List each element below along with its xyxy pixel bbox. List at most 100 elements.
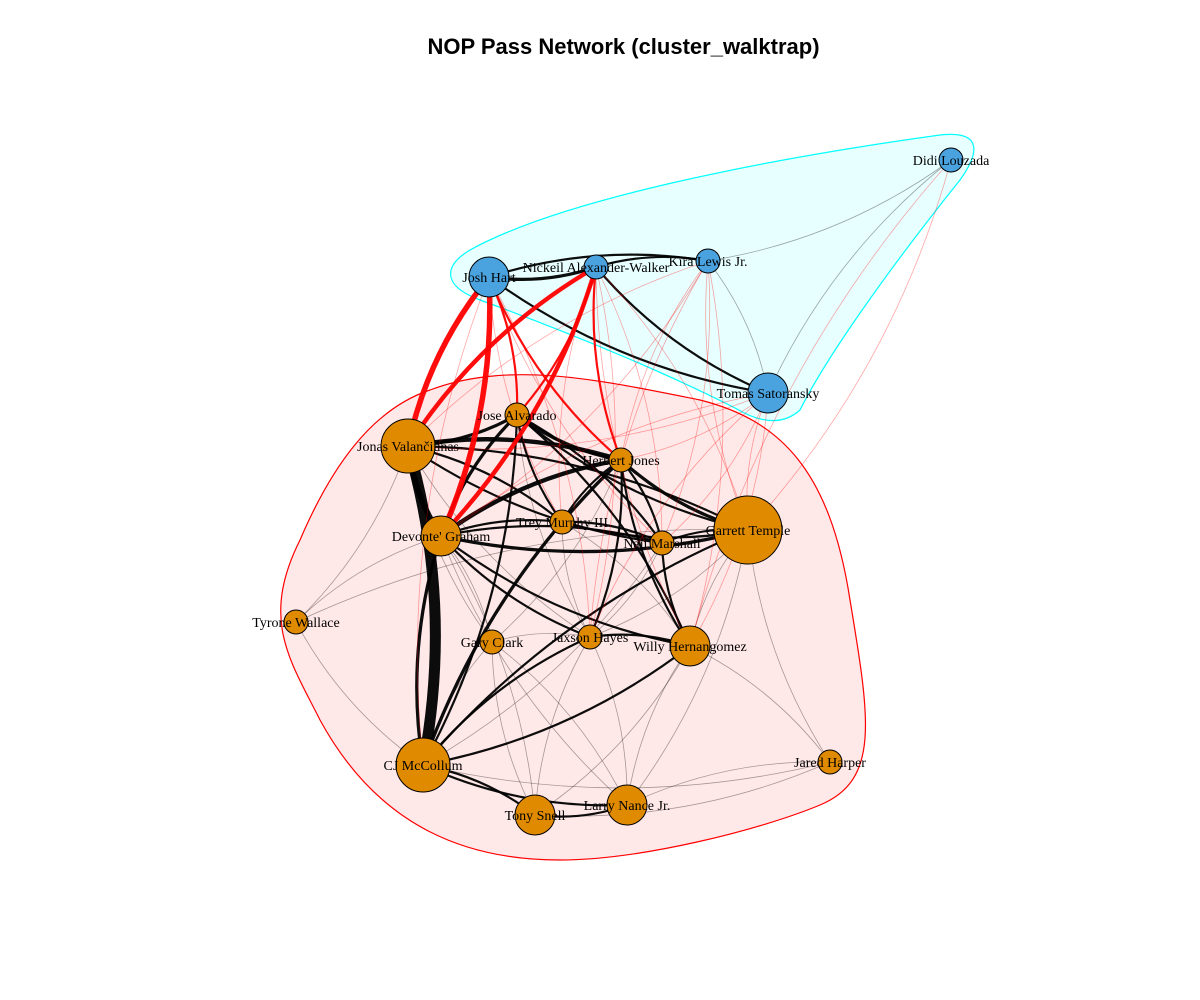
edge-josh-jaxson	[488, 276, 591, 638]
node-label-cj: CJ McCollum	[384, 759, 463, 774]
edge-tyrone-garrett	[295, 528, 749, 623]
edge-tomas-didi	[767, 159, 952, 394]
edge-nickeil-herb	[592, 266, 623, 461]
edge-didi-willy	[689, 159, 952, 647]
edge-kira-garrett	[705, 260, 749, 531]
edge-kira-willy	[689, 260, 724, 647]
node-cj	[395, 737, 451, 793]
node-label-trey: Trey Murphy III	[516, 516, 608, 531]
node-herb	[608, 447, 634, 473]
edge-tomas-devonte	[440, 392, 769, 537]
cluster-2-hull	[450, 133, 975, 422]
node-label-herb: Herbert Jones	[582, 454, 659, 469]
edge-tony-jared	[534, 761, 831, 817]
edge-devonte-willy	[440, 535, 691, 648]
edge-gary-larry	[491, 641, 628, 806]
edge-kira-jaxson	[589, 260, 709, 638]
edge-naji-jaxson	[589, 542, 663, 638]
node-garrett	[713, 495, 783, 565]
edge-nickeil-trey	[558, 266, 597, 523]
edge-kira-jonas	[407, 260, 709, 447]
edge-tomas-jaxson	[589, 392, 769, 638]
node-label-willy: Willy Hernangomez	[633, 640, 746, 655]
edge-devonte-larry	[440, 535, 628, 806]
edge-jaxson-tony	[534, 636, 591, 816]
edge-josh-devonte	[438, 276, 493, 538]
node-label-jonas: Jonas Valančiūnas	[357, 440, 459, 455]
node-label-jared: Jared Harper	[794, 756, 866, 771]
node-gary	[479, 629, 505, 655]
edge-herb-jaxson	[588, 459, 623, 638]
edge-devonte-cj	[415, 535, 443, 766]
edge-herb-gary	[491, 459, 622, 643]
edge-kira-herb	[620, 260, 709, 461]
edge-gary-tony	[491, 641, 536, 816]
edge-nickeil-tomas	[595, 266, 769, 395]
node-tomas	[747, 372, 789, 414]
edge-nickeil-naji	[595, 266, 663, 544]
edge-devonte-tony	[440, 535, 536, 816]
node-label-nickeil: Nickeil Alexander-Walker	[523, 261, 670, 276]
node-larry	[606, 784, 648, 826]
node-jaxson	[577, 624, 603, 650]
edge-cj-garrett	[422, 528, 749, 766]
edge-cj-willy	[422, 645, 691, 767]
node-label-josh: Josh Hart	[462, 271, 515, 286]
node-tyrone	[283, 609, 309, 635]
node-trey	[549, 509, 575, 535]
edge-jaxson-larry	[589, 636, 628, 806]
node-label-garrett: Garrett Temple	[706, 524, 791, 539]
edge-cj-jose	[422, 414, 519, 766]
edge-trey-jaxson	[561, 521, 591, 638]
node-jared	[817, 749, 843, 775]
node-nickeil	[583, 254, 609, 280]
edge-kira-didi	[707, 159, 952, 262]
edge-willy-larry	[626, 645, 691, 806]
edge-nickeil-garrett	[595, 266, 749, 531]
edge-herb-willy	[619, 459, 691, 647]
edge-devonte-herb	[439, 457, 622, 538]
edge-jose-jaxson	[516, 414, 591, 638]
node-label-didi: Didi Louzada	[913, 154, 990, 169]
edge-trey-willy	[561, 521, 691, 647]
node-kira	[695, 248, 721, 274]
edge-willy-jared	[689, 645, 831, 763]
node-naji	[649, 530, 675, 556]
edge-josh-trey	[488, 276, 563, 523]
edge-cj-herb	[421, 458, 623, 766]
edge-jose-trey	[515, 414, 563, 523]
node-label-larry: Larry Nance Jr.	[584, 799, 671, 814]
node-label-gary: Gary Clark	[461, 636, 524, 651]
edge-josh-cj	[417, 276, 490, 766]
node-devonte	[420, 515, 462, 557]
node-label-tyrone: Tyrone Wallace	[252, 616, 339, 631]
node-willy	[669, 625, 711, 667]
node-label-tomas: Tomas Satoransky	[717, 387, 820, 402]
node-label-devonte: Devonte' Graham	[392, 530, 491, 545]
node-label-tony: Tony Snell	[505, 809, 566, 824]
edge-kira-devonte	[440, 260, 709, 537]
edge-josh-naji	[488, 276, 663, 544]
edge-larry-jared	[626, 761, 831, 806]
node-label-jose: Jose Alvarado	[478, 409, 557, 424]
edge-jonas-jaxson	[407, 445, 591, 638]
edge-didi-garrett	[747, 159, 952, 531]
edge-cj-naji	[422, 542, 663, 766]
edge-kira-naji	[661, 260, 711, 544]
nodes-layer	[283, 147, 964, 836]
edge-nickeil-jonas	[406, 265, 598, 448]
edge-willy-tony	[534, 645, 691, 816]
edge-garrett-larry	[626, 529, 749, 806]
chart-title: NOP Pass Network (cluster_walktrap)	[427, 34, 820, 59]
node-tony	[514, 794, 556, 836]
edge-devonte-garrett	[440, 528, 749, 554]
node-label-jaxson: Jaxson Hayes	[552, 631, 629, 646]
edge-jonas-naji	[407, 445, 663, 545]
node-josh	[468, 256, 510, 298]
edge-tomas-naji	[661, 392, 769, 544]
edge-tomas-jonas	[407, 392, 769, 450]
node-label-kira: Kira Lewis Jr.	[669, 255, 748, 270]
node-jose	[504, 402, 530, 428]
node-label-naji: Naji Marshall	[623, 537, 700, 552]
